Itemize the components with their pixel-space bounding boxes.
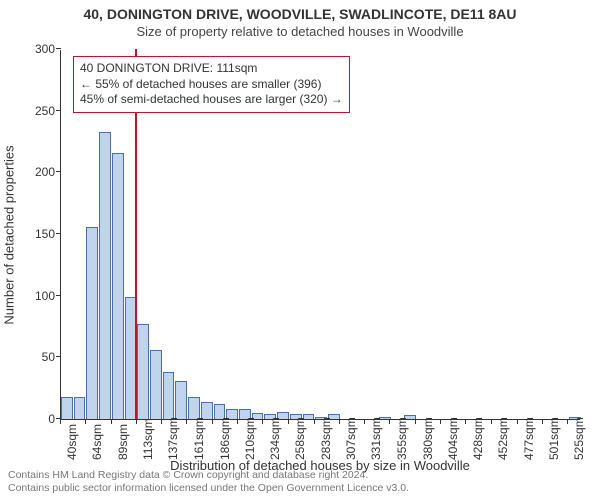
x-tick-mark (542, 419, 543, 424)
histogram-bar (188, 397, 200, 419)
x-tick-mark (440, 419, 441, 424)
x-tick-mark (60, 419, 61, 424)
x-tick-mark (136, 419, 137, 424)
x-tick-mark (262, 419, 263, 424)
x-tick-label: 355sqm (395, 417, 409, 460)
y-tick: 100 (11, 289, 55, 303)
x-tick-label: 307sqm (344, 417, 358, 460)
x-tick-mark (465, 419, 466, 424)
x-tick-label: 404sqm (446, 417, 460, 460)
x-tick-mark (288, 419, 289, 424)
figure: 40, DONINGTON DRIVE, WOODVILLE, SWADLINC… (0, 0, 600, 500)
histogram-bar (112, 153, 124, 419)
callout-line-1: 40 DONINGTON DRIVE: 111sqm (80, 61, 343, 77)
histogram-bar (61, 397, 73, 419)
x-tick-label: 113sqm (141, 418, 155, 460)
chart-title-main: 40, DONINGTON DRIVE, WOODVILLE, SWADLINC… (0, 6, 600, 22)
x-tick-label: 380sqm (421, 417, 435, 460)
callout-box: 40 DONINGTON DRIVE: 111sqm ← 55% of deta… (73, 56, 350, 113)
histogram-bar (175, 381, 187, 419)
x-tick-label: 452sqm (496, 417, 510, 460)
x-tick-mark (389, 419, 390, 424)
x-tick-label: 283sqm (319, 417, 333, 460)
x-tick-label: 525sqm (572, 417, 586, 460)
x-tick-mark (567, 419, 568, 424)
x-tick-mark (111, 419, 112, 424)
x-tick-mark (161, 419, 162, 424)
histogram-bar (74, 397, 86, 419)
y-tick: 300 (11, 42, 55, 56)
x-tick-mark (237, 419, 238, 424)
x-tick-mark (364, 419, 365, 424)
plot-area: Number of detached properties 0501001502… (60, 50, 580, 420)
x-tick-label: 428sqm (471, 417, 485, 460)
x-tick-label: 477sqm (522, 417, 536, 460)
x-tick-label: 331sqm (369, 417, 383, 460)
x-tick-label: 137sqm (166, 417, 180, 460)
y-tick: 250 (11, 104, 55, 118)
footer-attribution: Contains HM Land Registry data © Crown c… (8, 469, 409, 496)
x-tick-mark (339, 419, 340, 424)
histogram-bar (99, 132, 111, 419)
x-tick-label: 89sqm (116, 424, 130, 460)
histogram-bar (150, 350, 162, 419)
x-tick-label: 210sqm (243, 417, 257, 460)
x-tick-mark (85, 419, 86, 424)
y-tick: 150 (11, 227, 55, 241)
x-tick-label: 40sqm (65, 424, 79, 460)
x-tick-label: 186sqm (218, 417, 232, 460)
x-tick-label: 161sqm (192, 417, 206, 460)
x-tick-mark (517, 419, 518, 424)
histogram-bar (86, 227, 98, 419)
footer-line-2: Contains public sector information licen… (8, 482, 409, 496)
x-tick-mark (314, 419, 315, 424)
chart-title-sub: Size of property relative to detached ho… (0, 24, 600, 39)
footer-line-1: Contains HM Land Registry data © Crown c… (8, 469, 409, 483)
x-tick-mark (186, 419, 187, 424)
x-tick-mark (491, 419, 492, 424)
x-tick-label: 234sqm (268, 417, 282, 460)
x-tick-label: 258sqm (293, 417, 307, 460)
histogram-bar (137, 324, 149, 419)
histogram-bar (163, 372, 175, 419)
x-tick-label: 501sqm (547, 417, 561, 460)
y-tick: 50 (11, 350, 55, 364)
x-tick-label: 64sqm (90, 424, 104, 460)
x-tick-mark (415, 419, 416, 424)
x-tick-mark (212, 419, 213, 424)
y-tick: 0 (11, 412, 55, 426)
callout-line-3: 45% of semi-detached houses are larger (… (80, 92, 343, 108)
y-tick: 200 (11, 165, 55, 179)
callout-line-2: ← 55% of detached houses are smaller (39… (80, 77, 343, 93)
